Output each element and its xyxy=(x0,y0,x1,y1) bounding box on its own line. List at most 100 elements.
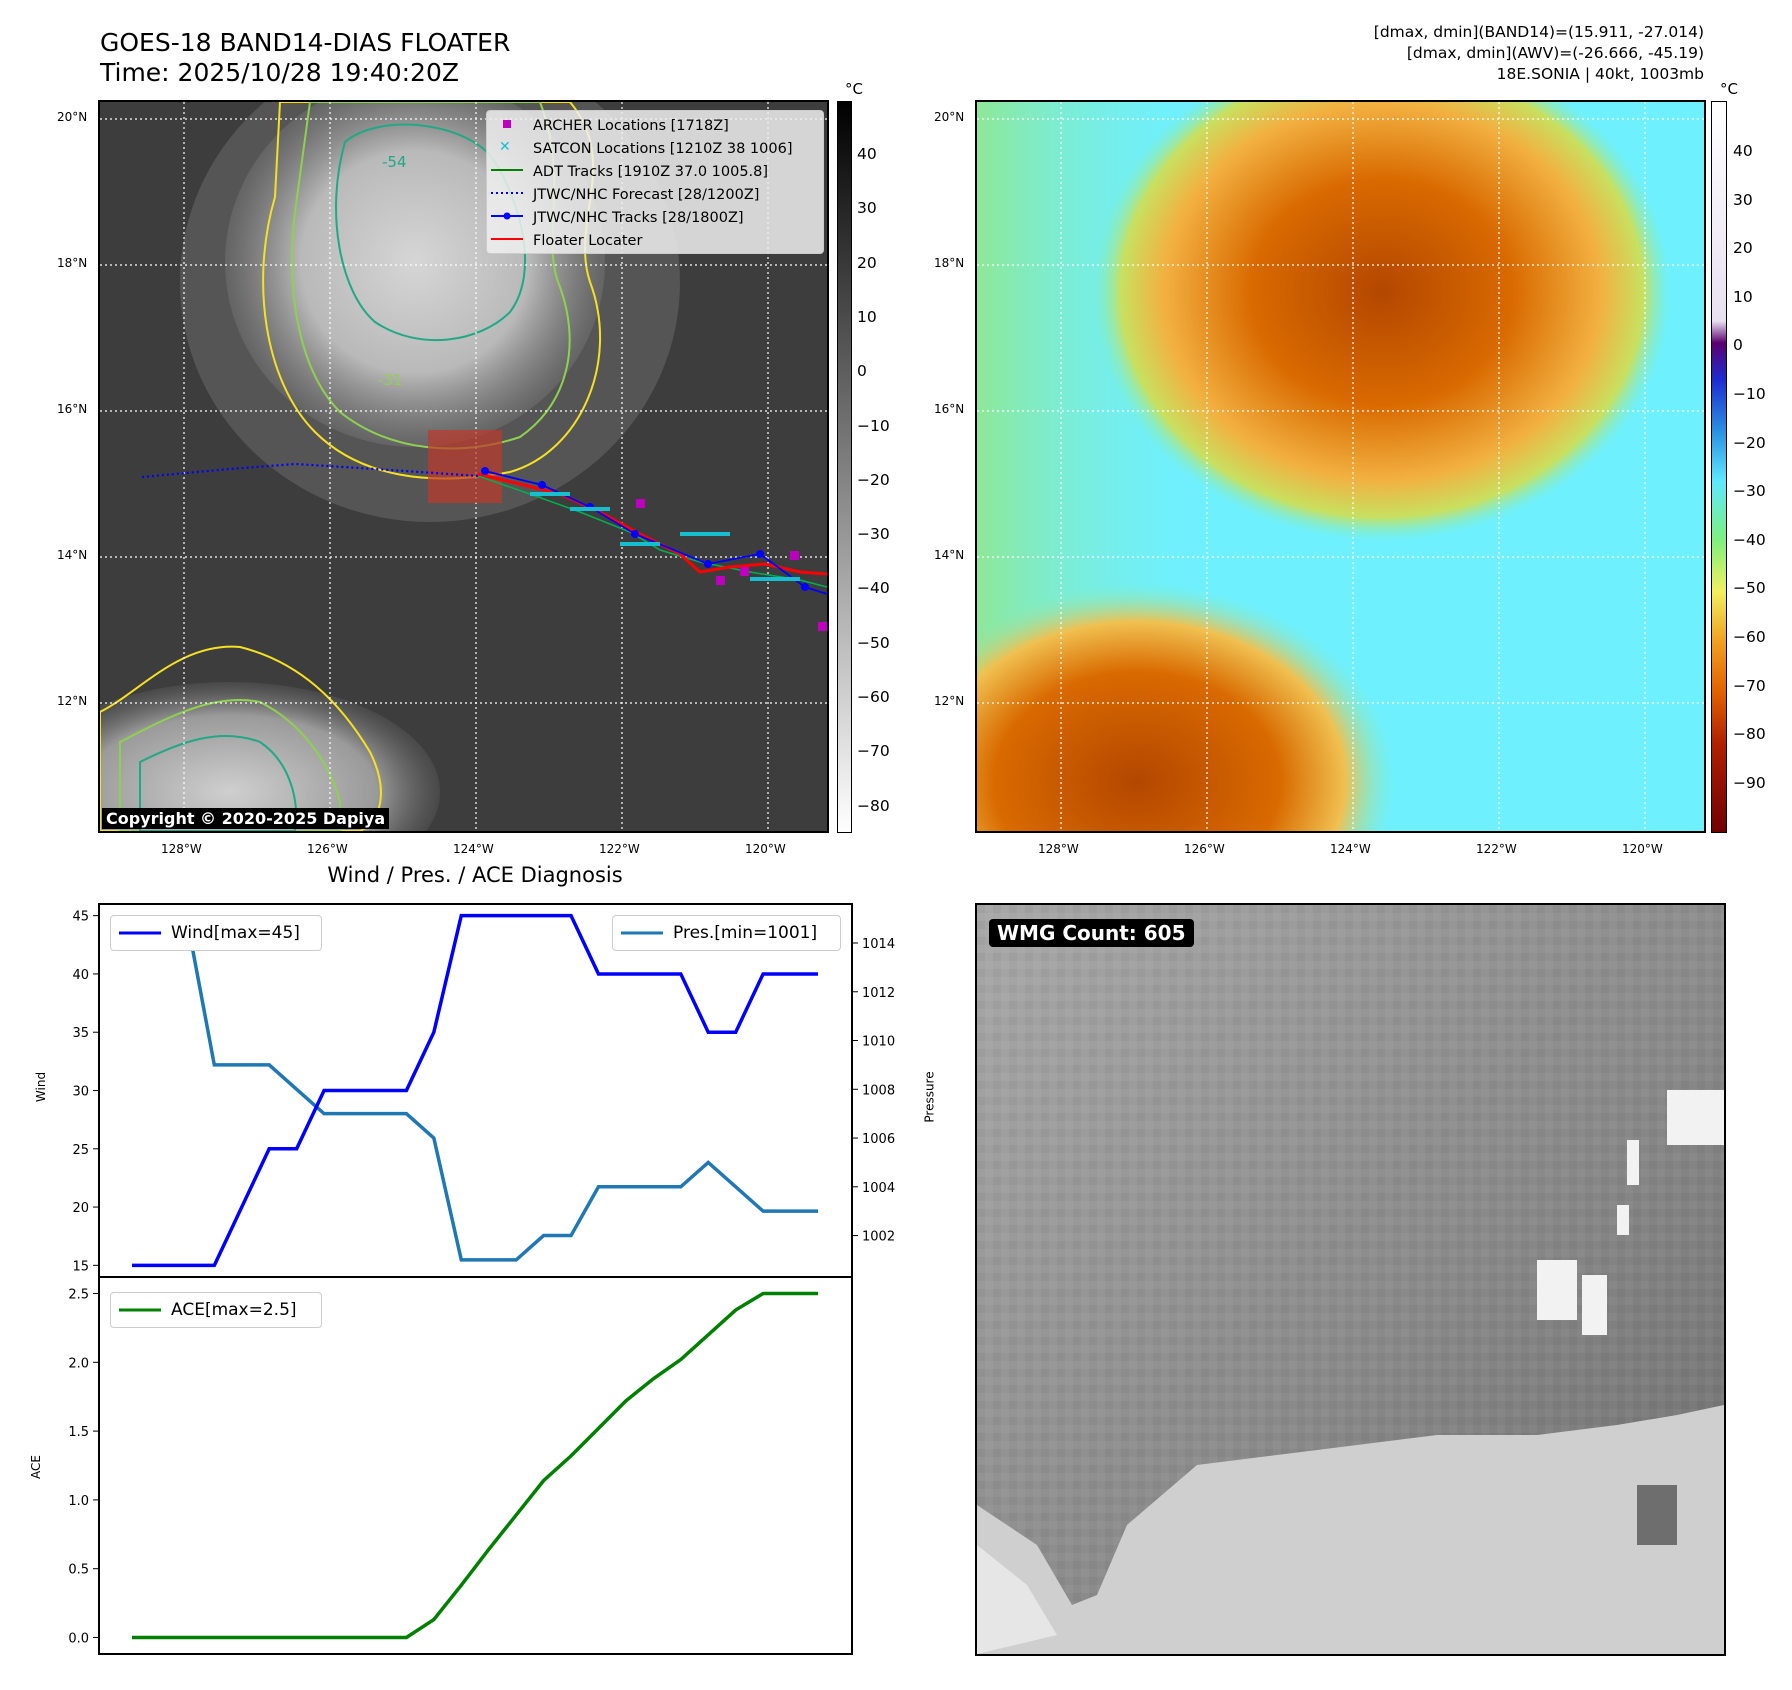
colorbar1-tick: −60 xyxy=(857,688,890,706)
legend-archer-icon xyxy=(503,120,511,128)
colorbar2-tick: −30 xyxy=(1733,482,1766,501)
awv-lat-16n: 16°N xyxy=(934,402,965,416)
pressure-axis-title: Pressure xyxy=(922,1071,937,1123)
wind-ytick-label: 30 xyxy=(72,1085,89,1100)
pressure-line xyxy=(132,916,818,1262)
colorbar2-unit: °C xyxy=(1720,80,1738,98)
contour-label-2: -31 xyxy=(378,371,403,389)
wmg-count-label: WMG Count: 605 xyxy=(989,919,1194,947)
ace-ytick-label: 0.5 xyxy=(68,1563,89,1578)
info-line3: 18E.SONIA | 40kt, 1003mb xyxy=(1496,65,1704,83)
ace-ytick-label: 1.0 xyxy=(68,1494,89,1509)
pressure-ytick-label: 1012 xyxy=(862,986,895,1001)
wind-ytick-label: 45 xyxy=(72,910,89,925)
ace-legend: ACE[max=2.5] xyxy=(110,1292,322,1328)
legend-floater: Floater Locater xyxy=(533,233,643,249)
lon-label-122w: 122°W xyxy=(599,842,640,856)
lat-label-12n: 12°N xyxy=(57,694,88,708)
ir-axis-labels: 20°N 18°N 16°N 14°N 12°N 128°W 126°W 124… xyxy=(0,0,786,856)
copyright-label: Copyright © 2020-2025 Dapiya xyxy=(102,808,390,829)
colorbar1-unit: °C xyxy=(845,80,863,98)
awv-lon-126w: 126°W xyxy=(1184,842,1225,856)
awv-lat-20n: 20°N xyxy=(934,110,965,124)
map-legend: ✕ ARCHER Locations [1718Z] SATCON Locati… xyxy=(486,110,824,254)
legend-adt: ADT Tracks [1910Z 37.0 1005.8] xyxy=(533,164,769,180)
legend-track: JTWC/NHC Tracks [28/1800Z] xyxy=(533,210,744,226)
ir-map-panel: -54 -31 xyxy=(98,100,829,833)
pressure-legend-label: Pres.[min=1001] xyxy=(673,923,818,943)
floater-locater-box xyxy=(428,430,502,503)
wind-axis-title: Wind xyxy=(34,1071,49,1103)
colorbar2-tick: −20 xyxy=(1733,433,1766,452)
lat-label-14n: 14°N xyxy=(57,548,88,562)
colorbar1-tick: −70 xyxy=(857,742,890,761)
lat-label-16n: 16°N xyxy=(57,402,88,416)
wind-line xyxy=(132,913,818,1268)
ace-axis-title: ACE xyxy=(28,1455,43,1479)
wmg-bright-patches xyxy=(1537,1090,1724,1335)
awv-dry-bottom xyxy=(977,582,1397,831)
pressure-ytick-label: 1004 xyxy=(862,1181,895,1196)
wmg-panel: WMG Count: 605 xyxy=(975,903,1726,1656)
awv-map-panel xyxy=(975,100,1706,833)
awv-lat-14n: 14°N xyxy=(934,548,965,562)
colorbar2-tick: −90 xyxy=(1733,773,1766,792)
ir-cloud-bottom xyxy=(100,682,440,831)
colorbar1-tick: −10 xyxy=(857,416,890,435)
contour-label-1: -54 xyxy=(382,153,407,171)
ace-legend-label: ACE[max=2.5] xyxy=(171,1300,297,1320)
contour-lightgreen-bottom xyxy=(119,699,341,831)
wind-ytick-label: 20 xyxy=(72,1201,89,1216)
colorbar1-tick: 20 xyxy=(857,253,877,272)
ace-ytick-label: 2.0 xyxy=(68,1356,89,1371)
legend-satcon-icon: ✕ xyxy=(499,139,511,155)
colorbar1-tick: 0 xyxy=(857,362,867,381)
wind-ytick-label: 15 xyxy=(72,1259,89,1274)
pressure-ytick-label: 1008 xyxy=(862,1083,895,1098)
colorbar2-tick: 10 xyxy=(1733,287,1753,306)
colorbar1-tick: 40 xyxy=(857,145,877,163)
lon-label-126w: 126°W xyxy=(307,842,348,856)
colorbar2-tick: −80 xyxy=(1733,725,1766,744)
colorbar1-tick: −30 xyxy=(857,525,890,544)
colorbar2-tick: −70 xyxy=(1733,676,1766,695)
wind-ytick-label: 35 xyxy=(72,1026,89,1041)
wind-legend-label: Wind[max=45] xyxy=(171,923,300,943)
ace-ytick-label: 0.0 xyxy=(68,1631,89,1646)
pressure-ytick-label: 1006 xyxy=(862,1132,895,1147)
lon-label-128w: 128°W xyxy=(161,842,202,856)
colorbar2-tick: −40 xyxy=(1733,530,1766,549)
legend-archer: ARCHER Locations [1718Z] xyxy=(533,118,729,134)
legend-satcon: SATCON Locations [1210Z 38 1006] xyxy=(533,141,793,157)
diagnosis-title: Wind / Pres. / ACE Diagnosis xyxy=(327,863,623,887)
lat-label-20n: 20°N xyxy=(57,110,88,124)
pressure-ytick-label: 1002 xyxy=(862,1230,895,1245)
awv-dry-top xyxy=(1092,102,1672,542)
colorbar1-tick: −80 xyxy=(857,796,890,815)
archer-markers xyxy=(636,499,827,631)
colorbar1-tick: −40 xyxy=(857,579,890,598)
colorbar-gray xyxy=(837,101,852,833)
lon-label-124w: 124°W xyxy=(453,842,494,856)
wind-ytick-label: 25 xyxy=(72,1143,89,1158)
wmg-dark-patch xyxy=(1637,1485,1677,1545)
jtwc-track xyxy=(484,470,827,595)
forecast-track xyxy=(141,462,479,479)
pressure-ytick-label: 1014 xyxy=(862,937,895,952)
info-line1: [dmax, dmin](BAND14)=(15.911, -27.014) xyxy=(1373,23,1704,41)
legend-track-icon xyxy=(491,212,523,220)
wmg-bright-band-inner xyxy=(977,1545,1057,1654)
colorbar2-tick: 40 xyxy=(1733,142,1753,160)
satcon-markers xyxy=(530,492,800,581)
awv-lon-122w: 122°W xyxy=(1476,842,1517,856)
wind-ytick-label: 40 xyxy=(72,968,89,983)
awv-lon-124w: 124°W xyxy=(1330,842,1371,856)
ace-chart-frame xyxy=(98,1276,853,1655)
awv-lat-12n: 12°N xyxy=(934,694,965,708)
colorbar2-tick: −60 xyxy=(1733,628,1766,646)
colorbar2-tick: 20 xyxy=(1733,239,1753,258)
wmg-bright-band xyxy=(977,1405,1724,1654)
colorbar1-tick: 10 xyxy=(857,307,877,326)
info-line2: [dmax, dmin](AWV)=(-26.666, -45.19) xyxy=(1406,44,1704,62)
lat-label-18n: 18°N xyxy=(57,256,88,270)
